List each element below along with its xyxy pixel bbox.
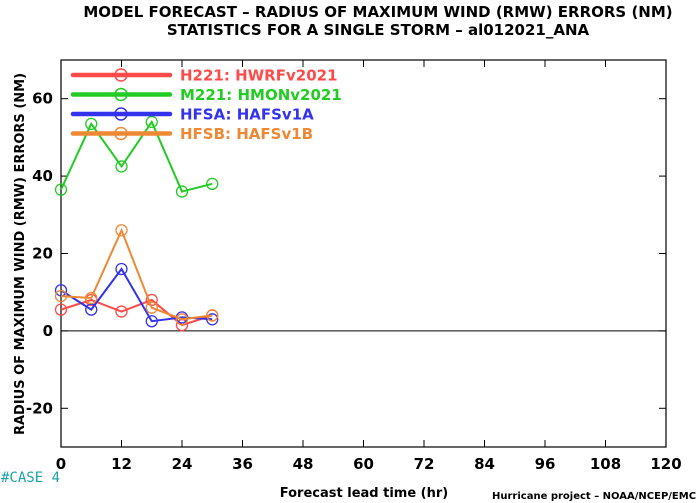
series-marker (145, 315, 158, 328)
series-marker (54, 303, 68, 316)
plot-area: 0 12 24 36 48 60 72 84 96 108 120 -20 0 20 40 60 H221: H… (26, 59, 682, 473)
legend-marker-3 (114, 126, 128, 141)
x-tick-label: 108 (590, 455, 621, 473)
x-tick-label: 24 (172, 455, 193, 473)
series-marker (115, 305, 128, 318)
credit-text: Hurricane project – NOAA/NCEP/EMC (492, 491, 696, 502)
series-marker (85, 291, 98, 305)
x-tick-label: 72 (414, 455, 435, 473)
y-tick-label: 60 (32, 90, 53, 108)
legend-marker-1 (114, 87, 128, 102)
series-marker (54, 183, 68, 196)
series-marker (54, 289, 68, 303)
series-marker (206, 177, 219, 190)
plot-frame (60, 59, 667, 448)
x-tick-label: 12 (111, 455, 132, 473)
x-tick-label: 36 (232, 455, 253, 473)
case-label: #CASE 4 (1, 470, 60, 486)
x-tick-label: 96 (535, 455, 556, 473)
series-marker (206, 313, 219, 326)
legend-label-0: H221: HWRFv2021 (180, 67, 338, 85)
series-marker (115, 160, 128, 173)
series-marker (85, 117, 98, 131)
series-marker (175, 313, 189, 326)
x-axis-label: Forecast lead time (hr) (280, 486, 448, 501)
series-marker (54, 284, 68, 297)
series-marker (115, 224, 128, 237)
x-tick-label: 0 (56, 455, 66, 473)
legend-marker-0 (114, 68, 128, 82)
y-tick-label: 40 (32, 167, 53, 185)
series-marker (145, 115, 158, 129)
x-tick-label: 84 (474, 455, 495, 473)
y-tick-label: -20 (26, 399, 53, 417)
legend-marker-2 (114, 107, 128, 121)
series-marker (115, 262, 128, 276)
chart-subtitle: STATISTICS FOR A SINGLE STORM – al012021… (167, 21, 590, 39)
y-tick-label: 20 (32, 245, 53, 263)
x-tick-label: 48 (293, 455, 314, 473)
x-tick-label: 120 (650, 455, 681, 473)
y-axis-label: RADIUS OF MAXIMUM WIND (RMW) ERRORS (NM) (13, 73, 28, 435)
series-marker (206, 309, 219, 322)
legend-label-2: HFSA: HAFSv1A (180, 106, 314, 124)
y-tick-label: 0 (43, 322, 53, 340)
x-tick-label: 60 (353, 455, 374, 473)
chart-title: MODEL FORECAST – RADIUS OF MAXIMUM WIND … (83, 3, 672, 21)
series-marker (175, 185, 189, 198)
legend-label-3: HFSB: HAFSv1B (180, 125, 313, 143)
series-marker (145, 301, 158, 314)
series-line-2 (60, 267, 213, 323)
legend-label-1: M221: HMONv2021 (180, 86, 342, 104)
